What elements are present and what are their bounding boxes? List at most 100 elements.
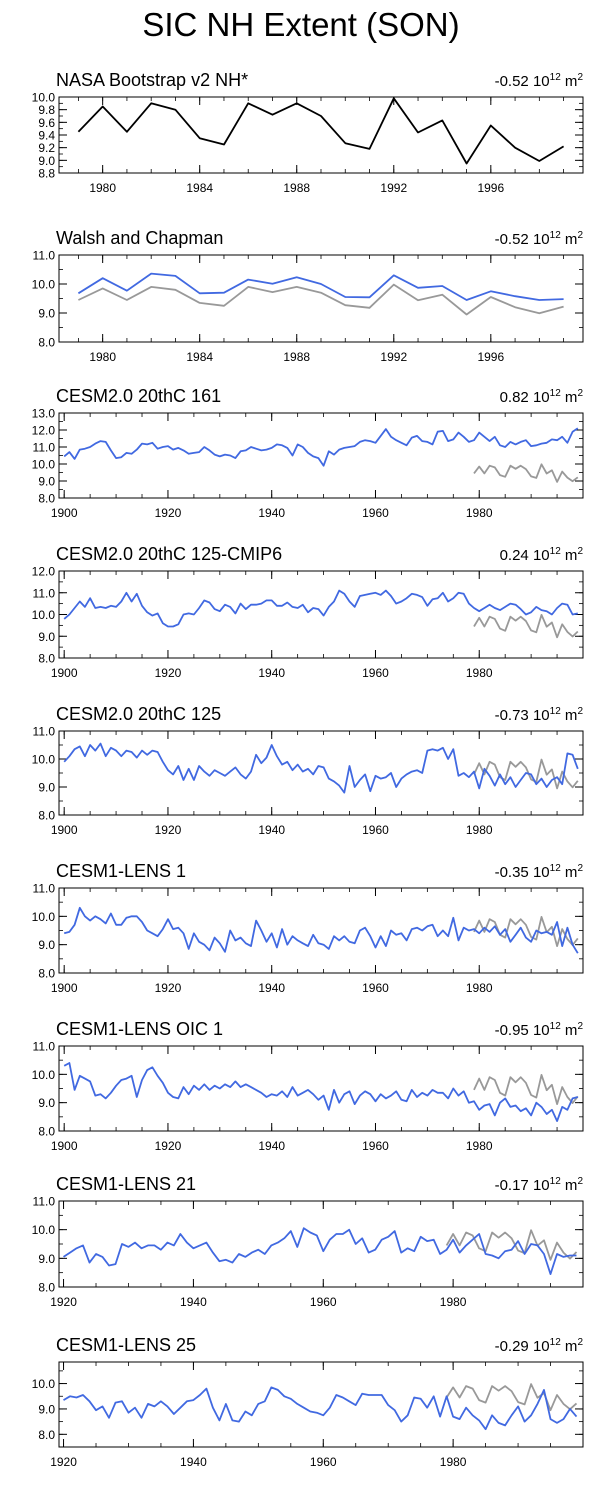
x-tick-label: 1980 [466, 981, 493, 995]
trend-value: -0.95 [495, 1022, 529, 1039]
trend-units-m: m [561, 1022, 578, 1039]
chart-panel: NASA Bootstrap v2 NH* -0.52 1012 m2 1980 19… [32, 70, 584, 195]
primary-series-line [77, 97, 565, 165]
trend-units-m: m [561, 1338, 578, 1355]
trend-value: -0.35 [495, 864, 529, 881]
x-tick-label: 1900 [51, 823, 78, 837]
y-tick-label: 8.0 [38, 336, 55, 350]
chart-panel: CESM2.0 20thC 125 -0.73 1012 m2 1900 1920 19… [32, 704, 584, 837]
trend-units-base: 10 [529, 864, 550, 881]
y-tick-label: 12.0 [32, 565, 56, 579]
y-tick-label: 10.0 [32, 278, 56, 292]
chart-panel: CESM2.0 20thC 125-CMIP6 0.24 1012 m2 1900 1… [32, 544, 584, 680]
y-tick-label: 9.0 [38, 1402, 55, 1416]
trend-units-exp: 12 [550, 546, 562, 557]
trend-units-exp: 12 [550, 1337, 562, 1348]
x-tick-label: 1980 [440, 1455, 467, 1469]
x-tick-label: 1940 [258, 823, 285, 837]
trend-value: -0.52 [495, 73, 529, 90]
obs-series-line [473, 463, 579, 483]
y-tick-label: 9.0 [38, 781, 55, 795]
trend-units-sq: 2 [577, 230, 583, 241]
plot-frame [58, 570, 584, 659]
y-tick-label: 8.8 [38, 167, 55, 181]
plot-frame [58, 1045, 584, 1132]
plot-frame [58, 96, 584, 174]
x-tick-label: 1940 [180, 1455, 207, 1469]
trend-units-exp: 12 [550, 72, 562, 83]
trend-units-base: 10 [529, 547, 550, 564]
obs-series-line [78, 283, 564, 316]
trend-label: -0.17 1012 m2 [495, 1176, 584, 1194]
trend-units-base: 10 [529, 1022, 550, 1039]
x-tick-label: 1988 [283, 181, 310, 195]
plot-frame [58, 412, 584, 499]
trend-units-exp: 12 [550, 1021, 562, 1032]
obs-series-line [473, 1074, 579, 1105]
x-tick-label: 1940 [180, 1295, 207, 1309]
trend-label: -0.35 1012 m2 [495, 863, 584, 881]
y-tick-label: 9.0 [38, 307, 55, 321]
y-tick-label: 11.0 [33, 586, 56, 600]
trend-units-base: 10 [529, 1338, 550, 1355]
trend-label: 0.82 1012 m2 [500, 388, 584, 406]
y-tick-label: 10.0 [32, 1068, 56, 1082]
x-tick-label: 1940 [258, 1139, 285, 1153]
x-tick-label: 1920 [155, 1139, 182, 1153]
model-series-line [63, 427, 579, 467]
x-tick-label: 1900 [51, 666, 78, 680]
x-tick-label: 1960 [310, 1295, 337, 1309]
trend-units-sq: 2 [577, 1021, 583, 1032]
trend-units-sq: 2 [577, 863, 583, 874]
x-tick-label: 1960 [362, 981, 389, 995]
plot-frame [58, 254, 584, 343]
obs-series-line [473, 758, 579, 790]
trend-units-m: m [561, 864, 578, 881]
trend-value: 0.82 [500, 389, 529, 406]
y-tick-label: 9.6 [38, 116, 55, 130]
panel-title: CESM1-LENS OIC 1 [56, 1019, 223, 1039]
trend-units-sq: 2 [577, 546, 583, 557]
y-tick-label: 9.0 [38, 938, 55, 952]
x-tick-label: 1920 [50, 1295, 77, 1309]
x-tick-label: 1960 [362, 506, 389, 520]
x-tick-label: 1980 [89, 181, 116, 195]
panel-title: CESM1-LENS 21 [56, 1174, 196, 1194]
trend-units-m: m [561, 707, 578, 724]
trend-units-sq: 2 [577, 72, 583, 83]
figure-title: SIC NH Extent (SON) [142, 6, 459, 43]
y-tick-label: 8.0 [38, 967, 55, 981]
trend-units-m: m [561, 1177, 578, 1194]
y-tick-label: 10.0 [32, 458, 56, 472]
trend-units-m: m [561, 389, 578, 406]
y-tick-label: 10.0 [32, 753, 56, 767]
y-tick-label: 11.0 [33, 882, 56, 896]
y-tick-label: 9.0 [38, 1252, 55, 1266]
y-tick-label: 8.0 [38, 809, 55, 823]
x-tick-label: 1940 [258, 981, 285, 995]
trend-value: -0.73 [495, 707, 529, 724]
y-tick-label: 9.0 [38, 475, 55, 489]
x-tick-label: 1980 [466, 1139, 493, 1153]
y-tick-label: 9.0 [38, 630, 55, 644]
chart-panel: CESM1-LENS 21 -0.17 1012 m2 1920 1940 1960 19… [32, 1174, 584, 1309]
x-tick-label: 1992 [380, 350, 407, 364]
y-tick-label: 8.0 [38, 1281, 55, 1295]
y-tick-label: 9.4 [38, 129, 55, 143]
chart-panel: CESM2.0 20thC 161 0.82 1012 m2 1900 1920 194… [32, 386, 584, 520]
y-tick-label: 12.0 [32, 424, 56, 438]
y-tick-label: 10.0 [32, 910, 56, 924]
y-tick-label: 11.0 [33, 441, 56, 455]
chart-panel: CESM1-LENS OIC 1 -0.95 1012 m2 1900 1920 194… [32, 1019, 584, 1153]
x-tick-label: 1992 [380, 181, 407, 195]
trend-units-exp: 12 [550, 863, 562, 874]
x-tick-label: 1940 [258, 666, 285, 680]
model-series-line [63, 1062, 579, 1122]
trend-units-exp: 12 [550, 706, 562, 717]
trend-units-sq: 2 [577, 388, 583, 399]
x-tick-label: 1900 [51, 506, 78, 520]
y-tick-label: 10.0 [32, 608, 56, 622]
x-tick-label: 1960 [362, 666, 389, 680]
x-tick-label: 1960 [310, 1455, 337, 1469]
